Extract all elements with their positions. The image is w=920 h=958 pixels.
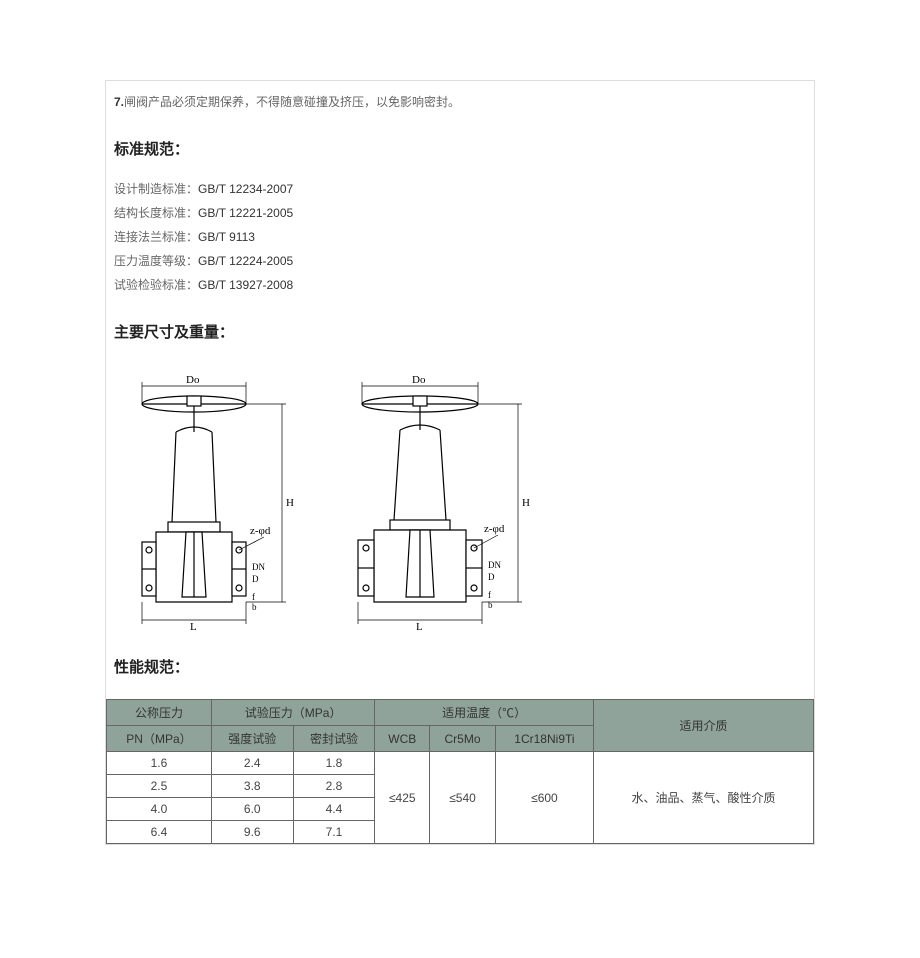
standard-row: 设计制造标准：GB/T 12234-2007 xyxy=(114,177,806,201)
standard-label: 连接法兰标准： xyxy=(114,230,198,244)
standard-value: GB/T 9113 xyxy=(198,230,255,244)
dim-zphid-label: z-φd xyxy=(250,525,271,537)
table-row: 1.6 2.4 1.8 ≤425 ≤540 ≤600 水、油品、蒸气、酸性介质 xyxy=(107,752,814,775)
th-test-pressure: 试验压力（MPa） xyxy=(211,700,374,726)
th-cr5mo: Cr5Mo xyxy=(430,726,496,752)
th-nominal-pressure: 公称压力 xyxy=(107,700,212,726)
th-applicable-temp: 适用温度（℃） xyxy=(375,700,594,726)
th-pn-unit: PN（MPa） xyxy=(107,726,212,752)
dim-h-label: H xyxy=(522,497,530,509)
cell-cr5mo: ≤540 xyxy=(430,752,496,844)
dim-l-label: L xyxy=(416,621,423,632)
cell-seal: 2.8 xyxy=(293,775,375,798)
dim-dn-label: DN xyxy=(488,560,501,570)
performance-table-wrap: 公称压力 试验压力（MPa） 适用温度（℃） 适用介质 PN（MPa） 强度试验… xyxy=(106,699,814,844)
cell-strength: 9.6 xyxy=(211,821,293,844)
standard-label: 结构长度标准： xyxy=(114,206,198,220)
cell-strength: 2.4 xyxy=(211,752,293,775)
th-seal: 密封试验 xyxy=(293,726,375,752)
valve-diagram-right: Do H L z-φd DN D f b xyxy=(330,372,540,632)
cell-strength: 3.8 xyxy=(211,775,293,798)
dim-b-label: b xyxy=(252,602,257,612)
standards-list: 设计制造标准：GB/T 12234-2007 结构长度标准：GB/T 12221… xyxy=(106,177,814,315)
th-applicable-medium: 适用介质 xyxy=(594,700,814,752)
standard-label: 试验检验标准： xyxy=(114,278,198,292)
cell-pn: 4.0 xyxy=(107,798,212,821)
dim-b-label: b xyxy=(488,600,493,610)
note-prefix: 7. xyxy=(114,95,124,109)
cell-cr18: ≤600 xyxy=(495,752,593,844)
standard-label: 设计制造标准： xyxy=(114,182,198,196)
cell-pn: 2.5 xyxy=(107,775,212,798)
cell-seal: 1.8 xyxy=(293,752,375,775)
dim-l-label: L xyxy=(190,621,197,632)
standard-row: 连接法兰标准：GB/T 9113 xyxy=(114,225,806,249)
standard-row: 试验检验标准：GB/T 13927-2008 xyxy=(114,273,806,297)
valve-diagram-left: Do H L z-φd DN D f b xyxy=(114,372,304,632)
th-strength: 强度试验 xyxy=(211,726,293,752)
document-body: 7.闸阀产品必须定期保养，不得随意碰撞及挤压，以免影响密封。 标准规范： 设计制… xyxy=(105,80,815,845)
dim-d-label: D xyxy=(252,574,259,584)
dim-h-label: H xyxy=(286,497,294,509)
cell-medium: 水、油品、蒸气、酸性介质 xyxy=(594,752,814,844)
th-cr18: 1Cr18Ni9Ti xyxy=(495,726,593,752)
performance-heading: 性能规范： xyxy=(106,650,814,695)
cell-strength: 6.0 xyxy=(211,798,293,821)
maintenance-note: 7.闸阀产品必须定期保养，不得随意碰撞及挤压，以免影响密封。 xyxy=(106,81,814,132)
dim-f-label: f xyxy=(488,590,491,600)
valve-diagram-block: Do H L z-φd DN D f b xyxy=(106,360,814,650)
standard-row: 压力温度等级：GB/T 12224-2005 xyxy=(114,249,806,273)
standard-value: GB/T 12221-2005 xyxy=(198,206,293,220)
standard-label: 压力温度等级： xyxy=(114,254,198,268)
dimensions-heading: 主要尺寸及重量： xyxy=(106,315,814,360)
dim-f-label: f xyxy=(252,592,255,602)
dim-do-label: Do xyxy=(186,374,200,386)
dim-d-label: D xyxy=(488,572,495,582)
standard-value: GB/T 12224-2005 xyxy=(198,254,293,268)
cell-wcb: ≤425 xyxy=(375,752,430,844)
dim-do-label: Do xyxy=(412,374,426,386)
standard-row: 结构长度标准：GB/T 12221-2005 xyxy=(114,201,806,225)
standards-heading: 标准规范： xyxy=(106,132,814,177)
standard-value: GB/T 13927-2008 xyxy=(198,278,293,292)
dim-dn-label: DN xyxy=(252,562,265,572)
th-wcb: WCB xyxy=(375,726,430,752)
note-text: 闸阀产品必须定期保养，不得随意碰撞及挤压，以免影响密封。 xyxy=(124,95,460,109)
performance-table: 公称压力 试验压力（MPa） 适用温度（℃） 适用介质 PN（MPa） 强度试验… xyxy=(106,699,814,844)
cell-pn: 6.4 xyxy=(107,821,212,844)
cell-seal: 7.1 xyxy=(293,821,375,844)
cell-pn: 1.6 xyxy=(107,752,212,775)
cell-seal: 4.4 xyxy=(293,798,375,821)
standard-value: GB/T 12234-2007 xyxy=(198,182,293,196)
dim-zphid-label: z-φd xyxy=(484,523,505,535)
